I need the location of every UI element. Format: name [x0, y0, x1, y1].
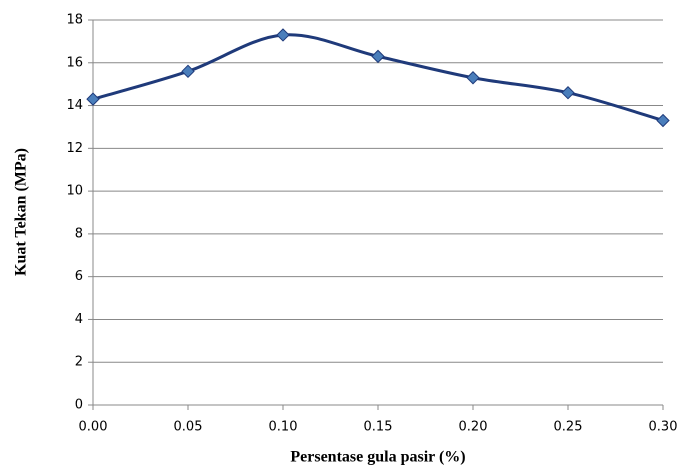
x-tick-label: 0.25 — [554, 420, 583, 435]
y-tick-label: 14 — [66, 98, 83, 113]
y-tick-label: 10 — [66, 184, 83, 199]
y-axis-title: Kuat Tekan (MPa) — [13, 148, 30, 276]
marker — [181, 64, 195, 79]
y-tick-label: 12 — [66, 141, 83, 156]
y-tick-label: 0 — [75, 398, 83, 413]
x-tick-label: 0.10 — [269, 420, 298, 435]
marker — [466, 71, 480, 85]
x-axis-title: Persentase gula pasir (%) — [290, 449, 465, 466]
x-tick-label: 0.00 — [79, 420, 108, 435]
y-tick-label: 18 — [66, 13, 83, 28]
x-tick-label: 0.30 — [649, 420, 678, 435]
line — [92, 33, 664, 122]
y-tick-label: 8 — [75, 226, 83, 241]
marker — [371, 49, 385, 64]
x-tick-label: 0.15 — [364, 420, 393, 435]
marker — [561, 86, 575, 100]
y-tick-label: 6 — [75, 269, 83, 284]
y-tick-label: 2 — [75, 355, 83, 370]
y-tick-label: 4 — [75, 312, 83, 327]
y-tick-label: 16 — [66, 55, 83, 70]
marker — [86, 92, 100, 106]
marker — [656, 113, 670, 128]
x-tick-label: 0.20 — [459, 420, 488, 435]
x-tick-label: 0.05 — [174, 420, 203, 435]
marker — [276, 28, 290, 42]
